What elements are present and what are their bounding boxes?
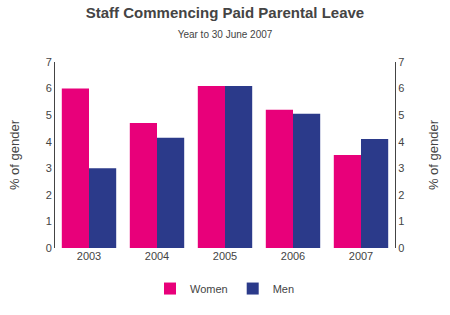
svg-text:6: 6 [398,82,404,94]
svg-text:% of gender: % of gender [7,119,22,190]
svg-text:7: 7 [46,56,52,68]
svg-text:1: 1 [46,215,52,227]
svg-text:5: 5 [398,109,404,121]
svg-text:3: 3 [398,162,404,174]
svg-text:0: 0 [398,242,404,254]
svg-text:5: 5 [46,109,52,121]
svg-text:2006: 2006 [281,250,305,262]
svg-text:2003: 2003 [77,250,101,262]
svg-text:6: 6 [46,82,52,94]
svg-text:2005: 2005 [213,250,237,262]
svg-text:0: 0 [46,242,52,254]
svg-text:3: 3 [46,162,52,174]
svg-text:4: 4 [46,136,52,148]
svg-text:1: 1 [398,215,404,227]
svg-text:4: 4 [398,136,404,148]
svg-text:% of gender: % of gender [426,119,441,190]
svg-text:2: 2 [46,189,52,201]
svg-text:Men: Men [273,283,294,295]
svg-text:7: 7 [398,56,404,68]
svg-text:2007: 2007 [349,250,373,262]
svg-text:2: 2 [398,189,404,201]
svg-text:Staff Commencing Paid Parental: Staff Commencing Paid Parental LeaveYear… [86,4,364,40]
svg-text:Women: Women [190,283,228,295]
svg-text:2004: 2004 [145,250,169,262]
